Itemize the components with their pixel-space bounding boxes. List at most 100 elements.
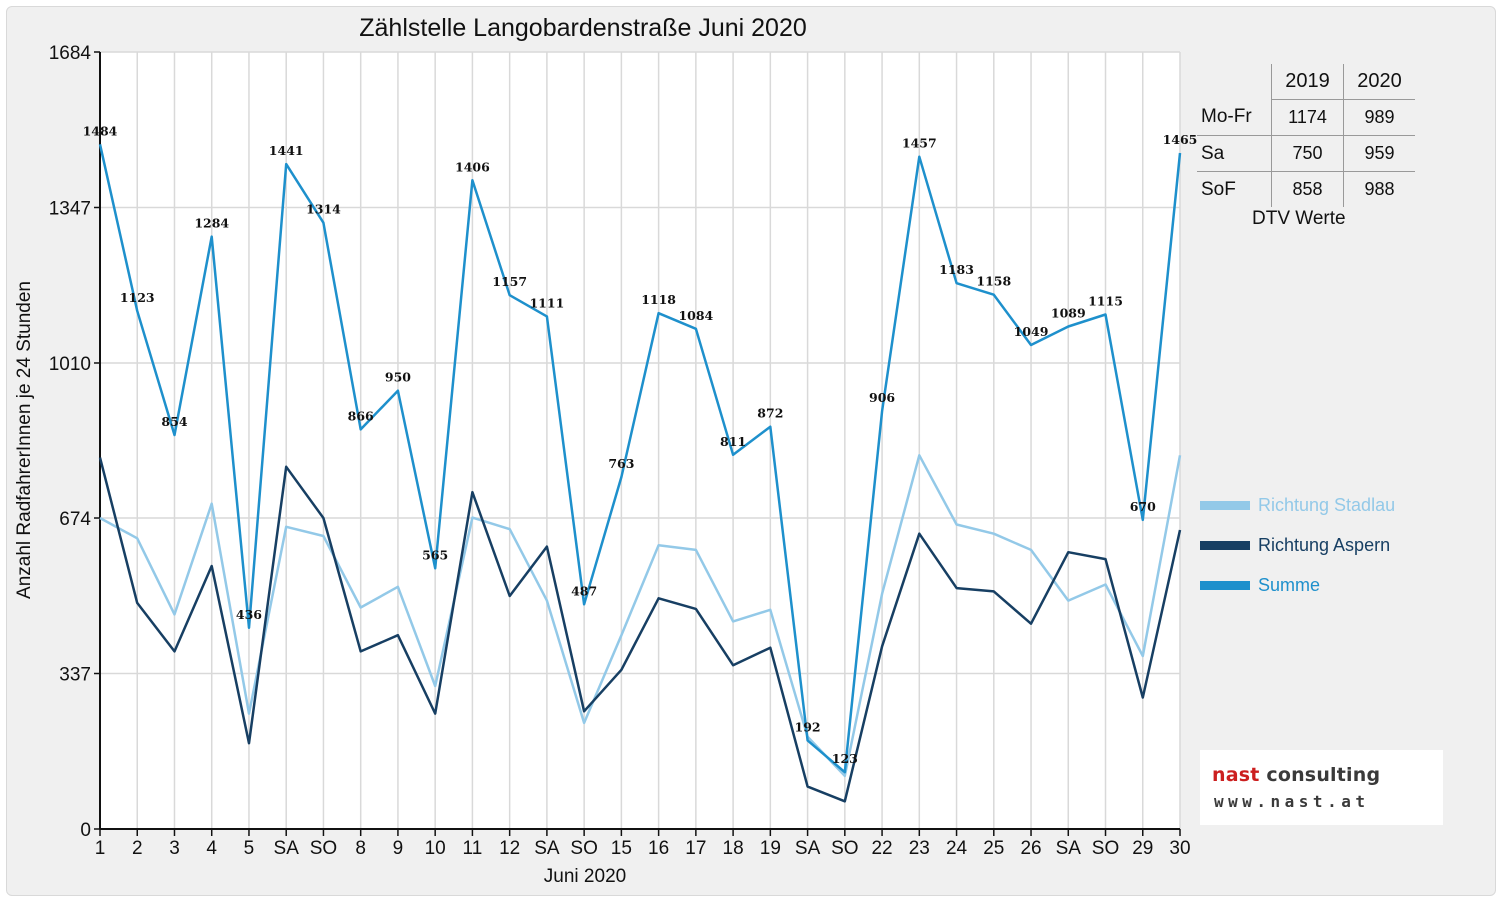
legend-label: Richtung Stadlau [1258,494,1396,515]
legend-item-stadlau: Richtung Stadlau [1200,494,1395,516]
dtv-caption: DTV Werte [1252,208,1346,229]
dtv-cell: 989 [1343,99,1415,136]
x-tick-label: 24 [946,838,968,859]
data-label: 1284 [194,216,229,231]
dtv-cell: 959 [1343,135,1415,172]
x-tick-label: 29 [1132,838,1153,859]
data-label: 906 [869,390,895,405]
data-label: 123 [832,751,858,766]
legend-item-aspern: Richtung Aspern [1200,534,1390,556]
x-tick-label: 5 [244,838,255,859]
x-tick-label: 17 [685,838,706,859]
data-label: 1111 [529,295,564,310]
x-tick-label: SA [795,838,821,859]
data-label: 854 [161,414,187,429]
data-label: 1049 [1014,324,1049,339]
dtv-cell: 750 [1271,135,1344,172]
x-tick-label: 3 [169,838,180,859]
data-label: 436 [236,607,262,622]
y-tick-label: 1684 [49,43,92,64]
data-label: 763 [608,456,634,471]
data-label: 670 [1130,499,1156,514]
x-axis-label: Juni 2020 [544,866,626,887]
x-tick-label: 11 [463,838,483,859]
dtv-row-label: Mo-Fr [1197,99,1272,136]
x-tick-label: 10 [425,838,446,859]
dtv-cell: 988 [1343,171,1415,207]
y-tick-label: 1010 [49,354,91,375]
x-tick-label: 15 [611,838,632,859]
chart-title: Zählstelle Langobardenstraße Juni 2020 [359,14,807,42]
data-label: 1157 [492,274,527,289]
y-axis-label: Anzahl RadfahrerInnen je 24 Stunden [14,281,35,599]
data-label: 1089 [1051,306,1086,321]
x-tick-label: 4 [206,838,217,859]
x-tick-label: 26 [1020,838,1041,859]
x-tick-label: SA [1056,838,1082,859]
series-line-stadlau [99,454,1182,778]
x-tick-label: 16 [648,838,669,859]
data-label: 1123 [120,290,155,305]
x-tick-label: 18 [723,838,744,859]
dtv-table: 2019 2020 Mo-Fr 1174 989 Sa 750 959 SoF … [1197,64,1415,207]
x-tick-label: SA [534,838,560,859]
y-tick-label: 674 [59,509,91,530]
y-tick-label: 0 [80,820,91,841]
data-label: 1084 [678,308,713,323]
series-line-aspern [98,457,1182,803]
x-tick-label: 19 [760,838,781,859]
legend-item-summe: Summe [1200,574,1320,596]
x-tick-label: 12 [499,838,520,859]
logo-website: www.nast.at [1214,792,1370,811]
x-tick-label: SO [1092,838,1119,859]
x-tick-label: 2 [132,838,143,859]
legend-label: Summe [1258,574,1321,595]
dtv-cell: 1174 [1271,99,1344,136]
x-tick-label: 30 [1169,838,1190,859]
dtv-header-blank [1197,64,1272,100]
x-tick-label: 23 [909,838,930,859]
logo-name: nast consulting [1212,764,1381,786]
dtv-cell: 858 [1271,171,1344,207]
data-label: 1314 [306,202,341,217]
x-tick-label: SA [274,838,300,859]
dtv-header-2019: 2019 [1271,64,1344,100]
x-tick-label: 25 [983,838,1004,859]
data-label: 950 [385,370,411,385]
data-label: 1115 [1088,294,1123,309]
data-label: 565 [422,547,448,562]
data-label: 487 [571,583,597,598]
data-label: 1183 [939,262,974,277]
legend-swatch [1200,540,1250,550]
data-label: 872 [757,406,783,421]
y-tick-label: 337 [59,665,91,686]
data-label: 192 [795,719,821,734]
plot-area [100,52,1180,829]
data-label: 1457 [902,136,937,151]
x-tick-label: 8 [355,838,366,859]
x-tick-label: SO [570,838,597,859]
series-line-summe [98,144,1182,774]
data-label: 866 [348,408,374,423]
x-tick-label: 1 [95,838,106,859]
x-tick-label: 9 [393,838,404,859]
nast-consulting-logo: nast consulting www.nast.at [1200,750,1443,825]
data-label: 1465 [1163,132,1198,147]
legend-swatch [1200,580,1250,590]
legend-swatch [1200,500,1250,510]
legend-label: Richtung Aspern [1258,534,1391,555]
dtv-row-label: Sa [1197,135,1272,172]
data-label: 811 [720,434,746,449]
y-tick-label: 1347 [49,198,91,219]
x-tick-label: SO [310,838,337,859]
data-label: 1158 [976,274,1011,289]
data-label: 1406 [455,159,490,174]
x-tick-label: 22 [871,838,892,859]
data-label: 1484 [83,123,118,138]
dtv-row-label: SoF [1201,178,1236,200]
dtv-header-2020: 2020 [1343,64,1415,100]
x-tick-label: SO [831,838,858,859]
data-label: 1118 [641,292,676,307]
data-label: 1441 [269,143,304,158]
